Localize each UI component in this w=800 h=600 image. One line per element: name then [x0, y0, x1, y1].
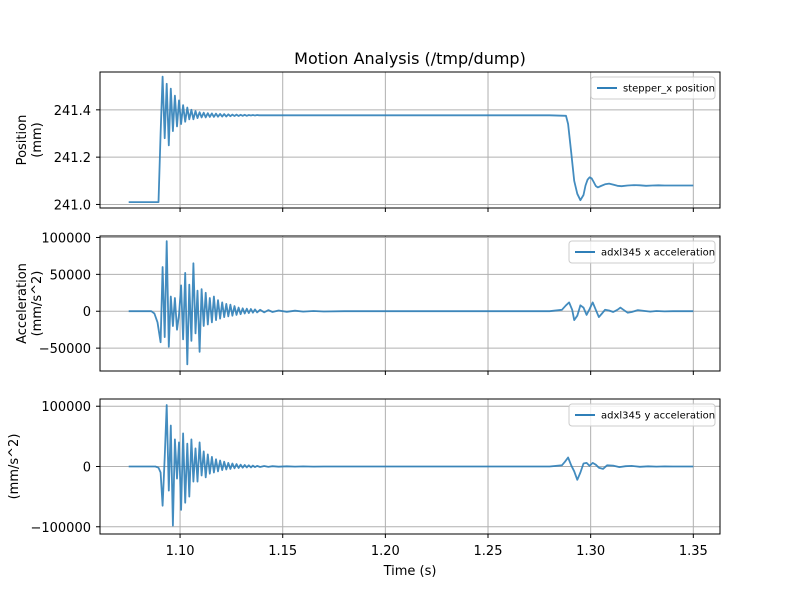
x-tick-label: 1.35: [679, 544, 708, 559]
x-axis-label: Time (s): [383, 564, 437, 579]
series-line-position: [128, 75, 694, 204]
y-axis-label: Acceleration: [15, 263, 30, 344]
y-tick-label: 100000: [41, 231, 91, 246]
legend-box: [590, 76, 716, 100]
legend-label: stepper_x position: [623, 84, 715, 95]
legend-box: [568, 403, 716, 427]
y-axis-label: (mm/s^2): [30, 271, 45, 337]
y-axis-label: Position: [15, 115, 30, 166]
series-line-y_accel: [128, 404, 694, 527]
series-line-x_accel: [128, 240, 694, 366]
legend-label: adxl345 y acceleration: [601, 411, 715, 422]
y-tick-label: −50000: [39, 342, 91, 357]
y-tick-label: 50000: [50, 268, 91, 283]
x-tick-label: 1.30: [576, 544, 605, 559]
panels: 241.0 241.2 241.4 Position (mm) stepper_x pos…: [7, 71, 721, 559]
legend-label: adxl345 x acceleration: [601, 248, 715, 259]
x-tick-label: 1.15: [268, 544, 297, 559]
axes-frame: [99, 235, 721, 372]
y-tick-label: 0: [83, 461, 91, 476]
y-tick-label: 0: [83, 305, 91, 320]
legend: stepper_x position: [590, 76, 716, 100]
panel-y_accel: 1.10 1.15 1.20 1.25 1.30 1.35 100000 0 −100000 (m…: [7, 398, 721, 559]
y-tick-label: 241.4: [54, 104, 91, 119]
x-tick-label: 1.10: [166, 544, 195, 559]
legend: adxl345 y acceleration: [568, 403, 716, 427]
y-tick-label: 241.0: [54, 198, 91, 213]
y-axis-label: (mm/s^2): [7, 434, 22, 500]
y-tick-label: 241.2: [54, 151, 91, 166]
panel-x_accel: 100000 50000 0 −50000 Acceleration (mm/s^2) ad…: [15, 231, 721, 375]
y-tick-label: −100000: [30, 521, 91, 536]
y-tick-label: 100000: [41, 400, 91, 415]
legend: adxl345 x acceleration: [568, 240, 716, 264]
x-tick-label: 1.25: [474, 544, 503, 559]
x-tick-label: 1.20: [371, 544, 400, 559]
axes-frame: [99, 71, 721, 209]
legend-box: [568, 240, 716, 264]
panel-position: 241.0 241.2 241.4 Position (mm) stepper_x pos…: [15, 71, 721, 213]
chart-title: Motion Analysis (/tmp/dump): [294, 49, 526, 68]
y-axis-label: (mm): [30, 122, 45, 157]
